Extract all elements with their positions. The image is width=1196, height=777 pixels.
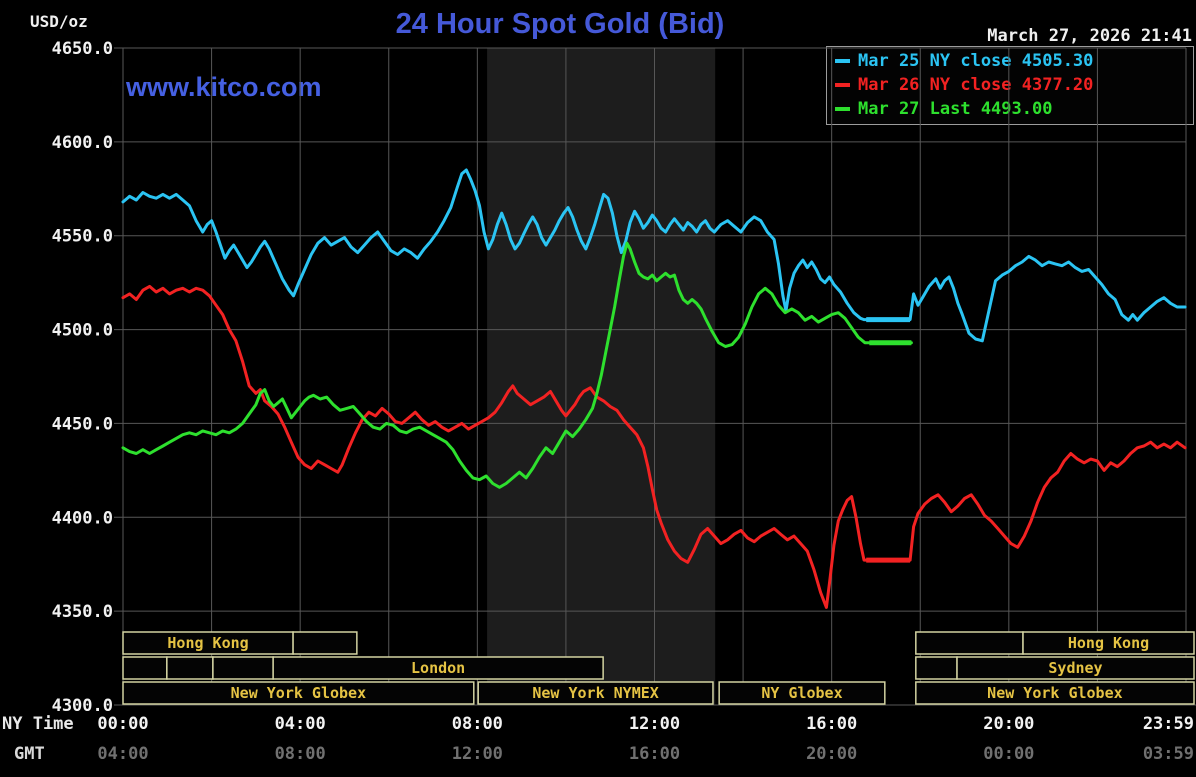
x-tick-label-ny: 08:00 (452, 714, 503, 734)
session-label: Sydney (1048, 659, 1102, 677)
y-tick-label: 4550.0 (52, 227, 113, 247)
x-tick-label-gmt: 00:00 (983, 744, 1034, 764)
x-tick-label-gmt: 20:00 (806, 744, 857, 764)
session-box-unlabeled (212, 656, 274, 680)
x-tick-label-gmt: 03:59 (1143, 744, 1194, 764)
session-box-unlabeled (292, 631, 358, 655)
x-tick-label-ny: 04:00 (275, 714, 326, 734)
session-box (1022, 631, 1195, 655)
chart-timestamp: March 27, 2026 21:41 (987, 26, 1192, 46)
y-axis-units-label: USD/oz (30, 12, 88, 31)
session-box-unlabeled (122, 656, 168, 680)
y-tick-label: 4400.0 (52, 508, 113, 528)
y-tick-label: 4350.0 (52, 602, 113, 622)
x-axis-gmt-label: GMT (14, 744, 45, 764)
y-tick-label: 4650.0 (52, 39, 113, 59)
session-box (272, 656, 604, 680)
x-tick-label-gmt: 04:00 (97, 744, 148, 764)
x-axis-ny-time-label: NY Time (2, 714, 74, 734)
x-tick-label-ny: 16:00 (806, 714, 857, 734)
series-line-mar-26-ny-close (121, 284, 1187, 609)
session-box (477, 681, 714, 705)
legend-label-mar27: Mar 27 Last 4493.00 (858, 99, 1053, 119)
legend: Mar 25 NY close 4505.30 Mar 26 NY close … (826, 46, 1194, 125)
series-line-mar-27-last (121, 241, 913, 489)
x-tick-label-ny: 00:00 (97, 714, 148, 734)
session-box-unlabeled (915, 656, 958, 680)
session-box (915, 681, 1195, 705)
y-tick-label: 4500.0 (52, 321, 113, 341)
session-label: New York NYMEX (532, 684, 658, 702)
kitco-watermark: www.kitco.com (126, 72, 322, 102)
legend-label-mar26: Mar 26 NY close 4377.20 (858, 75, 1094, 95)
session-box-unlabeled (166, 656, 214, 680)
legend-dash-icon (835, 59, 850, 63)
session-box-unlabeled (915, 631, 1024, 655)
legend-label-mar25: Mar 25 NY close 4505.30 (858, 51, 1094, 71)
session-box (718, 681, 886, 705)
chart-title: 24 Hour Spot Gold (Bid) (395, 8, 725, 40)
session-label: Hong Kong (1068, 634, 1149, 652)
session-label: New York Globex (231, 684, 366, 702)
x-tick-label-gmt: 12:00 (452, 744, 503, 764)
session-label: London (411, 659, 465, 677)
session-label: Hong Kong (167, 634, 248, 652)
x-tick-label-gmt: 08:00 (275, 744, 326, 764)
session-label: New York Globex (987, 684, 1122, 702)
legend-dash-icon (835, 107, 850, 111)
legend-item-mar27: Mar 27 Last 4493.00 (827, 97, 1193, 121)
y-tick-label: 4300.0 (52, 696, 113, 716)
x-tick-label-ny: 12:00 (629, 714, 680, 734)
x-tick-label-gmt: 16:00 (629, 744, 680, 764)
y-tick-label: 4600.0 (52, 133, 113, 153)
x-tick-label-ny: 23:59 (1143, 714, 1194, 734)
legend-item-mar26: Mar 26 NY close 4377.20 (827, 73, 1193, 97)
legend-dash-icon (835, 83, 850, 87)
x-tick-label-ny: 20:00 (983, 714, 1034, 734)
y-tick-label: 4450.0 (52, 414, 113, 434)
series-line-mar-25-ny-close (121, 168, 1187, 343)
legend-item-mar25: Mar 25 NY close 4505.30 (827, 49, 1193, 73)
session-label: NY Globex (761, 684, 842, 702)
session-box (956, 656, 1195, 680)
session-box (122, 681, 475, 705)
